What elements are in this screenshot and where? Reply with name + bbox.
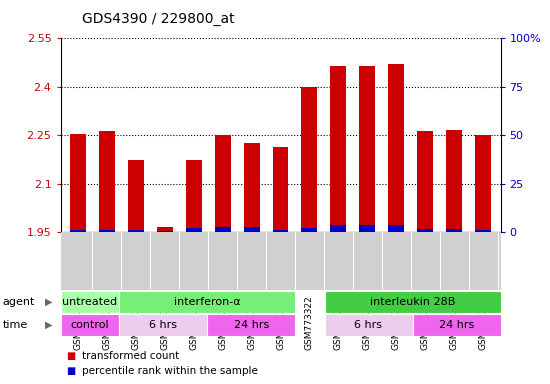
Bar (475, 135, 491, 232)
Text: 6 hrs: 6 hrs (355, 320, 382, 330)
Text: untreated: untreated (62, 297, 117, 307)
Bar (99, 230, 115, 232)
Bar (359, 66, 375, 232)
Text: ■: ■ (66, 366, 75, 376)
Bar (244, 144, 260, 232)
Bar (324, 291, 500, 313)
Bar (475, 230, 491, 232)
Bar (244, 227, 260, 232)
Bar (324, 314, 412, 336)
Bar (331, 66, 346, 232)
Text: transformed count: transformed count (82, 351, 180, 361)
Bar (207, 314, 295, 336)
Bar (60, 291, 119, 313)
Bar (388, 225, 404, 232)
Bar (60, 314, 119, 336)
Bar (157, 227, 173, 232)
Bar (119, 314, 207, 336)
Text: ▶: ▶ (45, 297, 52, 307)
Bar (157, 231, 173, 232)
Text: 6 hrs: 6 hrs (149, 320, 177, 330)
Text: percentile rank within the sample: percentile rank within the sample (82, 366, 258, 376)
Bar (331, 225, 346, 232)
Bar (301, 228, 317, 232)
Bar (417, 131, 433, 232)
Bar (273, 230, 288, 232)
Text: GDS4390 / 229800_at: GDS4390 / 229800_at (82, 12, 235, 25)
Bar (359, 225, 375, 232)
Bar (186, 228, 202, 232)
Bar (128, 230, 144, 232)
Bar (446, 129, 462, 232)
Text: interferon-α: interferon-α (174, 297, 240, 307)
Bar (214, 135, 230, 232)
Bar (388, 64, 404, 232)
Bar (70, 230, 86, 232)
Text: ▶: ▶ (45, 320, 52, 330)
Text: interleukin 28B: interleukin 28B (370, 297, 455, 307)
Bar (99, 131, 115, 232)
Bar (186, 160, 202, 232)
Text: 24 hrs: 24 hrs (234, 320, 269, 330)
Bar (128, 160, 144, 232)
Text: 24 hrs: 24 hrs (439, 320, 474, 330)
Bar (301, 87, 317, 232)
Text: agent: agent (3, 297, 35, 307)
Bar (70, 134, 86, 232)
Bar (417, 229, 433, 232)
Text: time: time (3, 320, 28, 330)
Bar (446, 229, 462, 232)
Bar (273, 147, 288, 232)
Bar (412, 314, 500, 336)
Bar (214, 227, 230, 232)
Text: control: control (70, 320, 109, 330)
Bar (119, 291, 295, 313)
Text: ■: ■ (66, 351, 75, 361)
